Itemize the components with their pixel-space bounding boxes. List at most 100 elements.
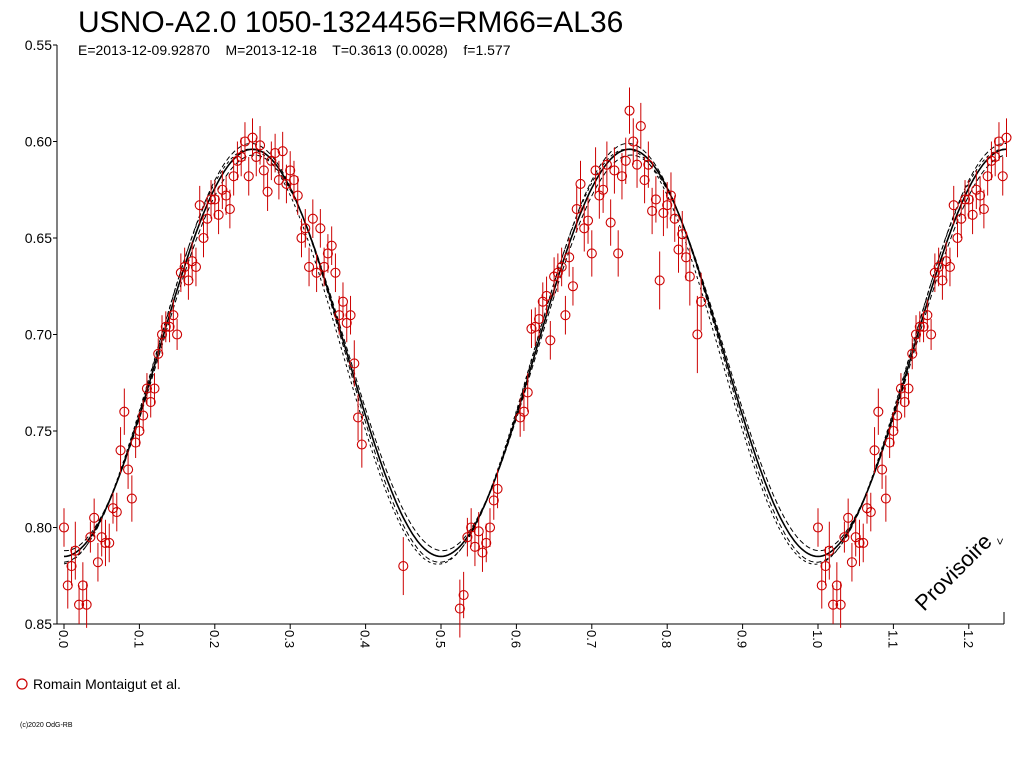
- data-point: [895, 383, 906, 394]
- data-point: [66, 561, 77, 572]
- data-point: [243, 171, 254, 182]
- data-point: [918, 321, 929, 332]
- data-point: [232, 155, 243, 166]
- data-point: [345, 310, 356, 321]
- data-point: [812, 522, 824, 533]
- data-point: [285, 165, 296, 176]
- data-point: [865, 507, 876, 518]
- data-point: [971, 184, 982, 195]
- data-point: [183, 275, 194, 286]
- data-point: [217, 184, 228, 195]
- data-point: [458, 589, 469, 601]
- data-point: [982, 171, 993, 182]
- data-point: [605, 217, 616, 228]
- data-point: [262, 186, 273, 197]
- right-marker-glyph: <: [993, 538, 1007, 545]
- data-point: [77, 580, 88, 591]
- x-tick-label: 0.6: [508, 630, 523, 648]
- data-point: [115, 445, 126, 456]
- data-point: [330, 267, 341, 278]
- y-tick-label: 0.85: [25, 616, 52, 632]
- x-tick-label: 0.2: [207, 630, 222, 648]
- x-tick-label: 1.0: [810, 630, 825, 648]
- data-point: [349, 358, 360, 369]
- data-point: [854, 537, 865, 548]
- y-tick-label: 0.55: [25, 37, 52, 53]
- data-point: [205, 194, 217, 205]
- x-tick-label: 0.9: [735, 630, 750, 648]
- data-point: [134, 425, 145, 437]
- data-point: [141, 383, 152, 394]
- data-point: [564, 252, 575, 263]
- data-point: [58, 522, 70, 533]
- y-tick-label: 0.80: [25, 520, 52, 536]
- data-point: [975, 190, 986, 201]
- data-point: [635, 121, 646, 132]
- data-point: [107, 503, 119, 514]
- data-point: [70, 545, 81, 556]
- data-point: [1001, 132, 1012, 143]
- data-point: [673, 244, 684, 255]
- data-point: [356, 439, 367, 450]
- data-point: [89, 512, 100, 523]
- data-point: [454, 603, 465, 614]
- data-point: [334, 310, 345, 321]
- data-point: [537, 296, 548, 307]
- data-point: [319, 261, 330, 273]
- data-point: [518, 406, 529, 417]
- data-point: [680, 252, 692, 263]
- data-point: [877, 464, 888, 475]
- data-point: [586, 248, 597, 259]
- data-point: [270, 148, 281, 159]
- data-point: [160, 321, 171, 332]
- data-point: [628, 136, 639, 147]
- data-point: [104, 537, 115, 548]
- data-point: [100, 537, 111, 548]
- x-tick-label: 0.1: [131, 630, 146, 648]
- data-point: [684, 271, 695, 282]
- axes: [56, 45, 1005, 625]
- data-point: [601, 159, 612, 170]
- data-point: [643, 159, 654, 170]
- data-point: [326, 240, 337, 251]
- data-point: [937, 275, 948, 286]
- data-point: [963, 194, 974, 205]
- x-tick-label: 0.3: [282, 630, 297, 648]
- data-point: [462, 532, 473, 543]
- data-point: [164, 321, 175, 332]
- data-point: [828, 599, 839, 610]
- data-point: [575, 178, 586, 190]
- data-point: [556, 261, 567, 273]
- data-point: [914, 321, 925, 332]
- data-point: [179, 261, 190, 273]
- data-point: [858, 537, 869, 548]
- data-point: [669, 213, 680, 224]
- data-point: [990, 151, 1001, 162]
- data-points: [58, 87, 1012, 638]
- data-point: [236, 151, 247, 162]
- data-point: [903, 383, 914, 394]
- data-point: [153, 348, 164, 359]
- data-point: [130, 437, 141, 448]
- data-point: [62, 580, 73, 591]
- data-point: [846, 557, 857, 568]
- y-tick-label: 0.60: [25, 134, 52, 150]
- data-point: [594, 190, 605, 201]
- data-point: [81, 599, 92, 610]
- data-point: [492, 483, 503, 494]
- data-point: [967, 209, 978, 220]
- data-point: [888, 425, 899, 437]
- data-point: [126, 493, 137, 504]
- data-point: [590, 165, 601, 176]
- data-point: [168, 310, 179, 321]
- data-point: [831, 580, 842, 591]
- data-point: [929, 267, 940, 278]
- data-point: [292, 190, 303, 201]
- data-point: [816, 580, 827, 591]
- data-point: [469, 541, 480, 552]
- data-point: [647, 205, 658, 217]
- data-point: [296, 232, 307, 244]
- data-point: [149, 383, 160, 394]
- data-point: [488, 495, 499, 506]
